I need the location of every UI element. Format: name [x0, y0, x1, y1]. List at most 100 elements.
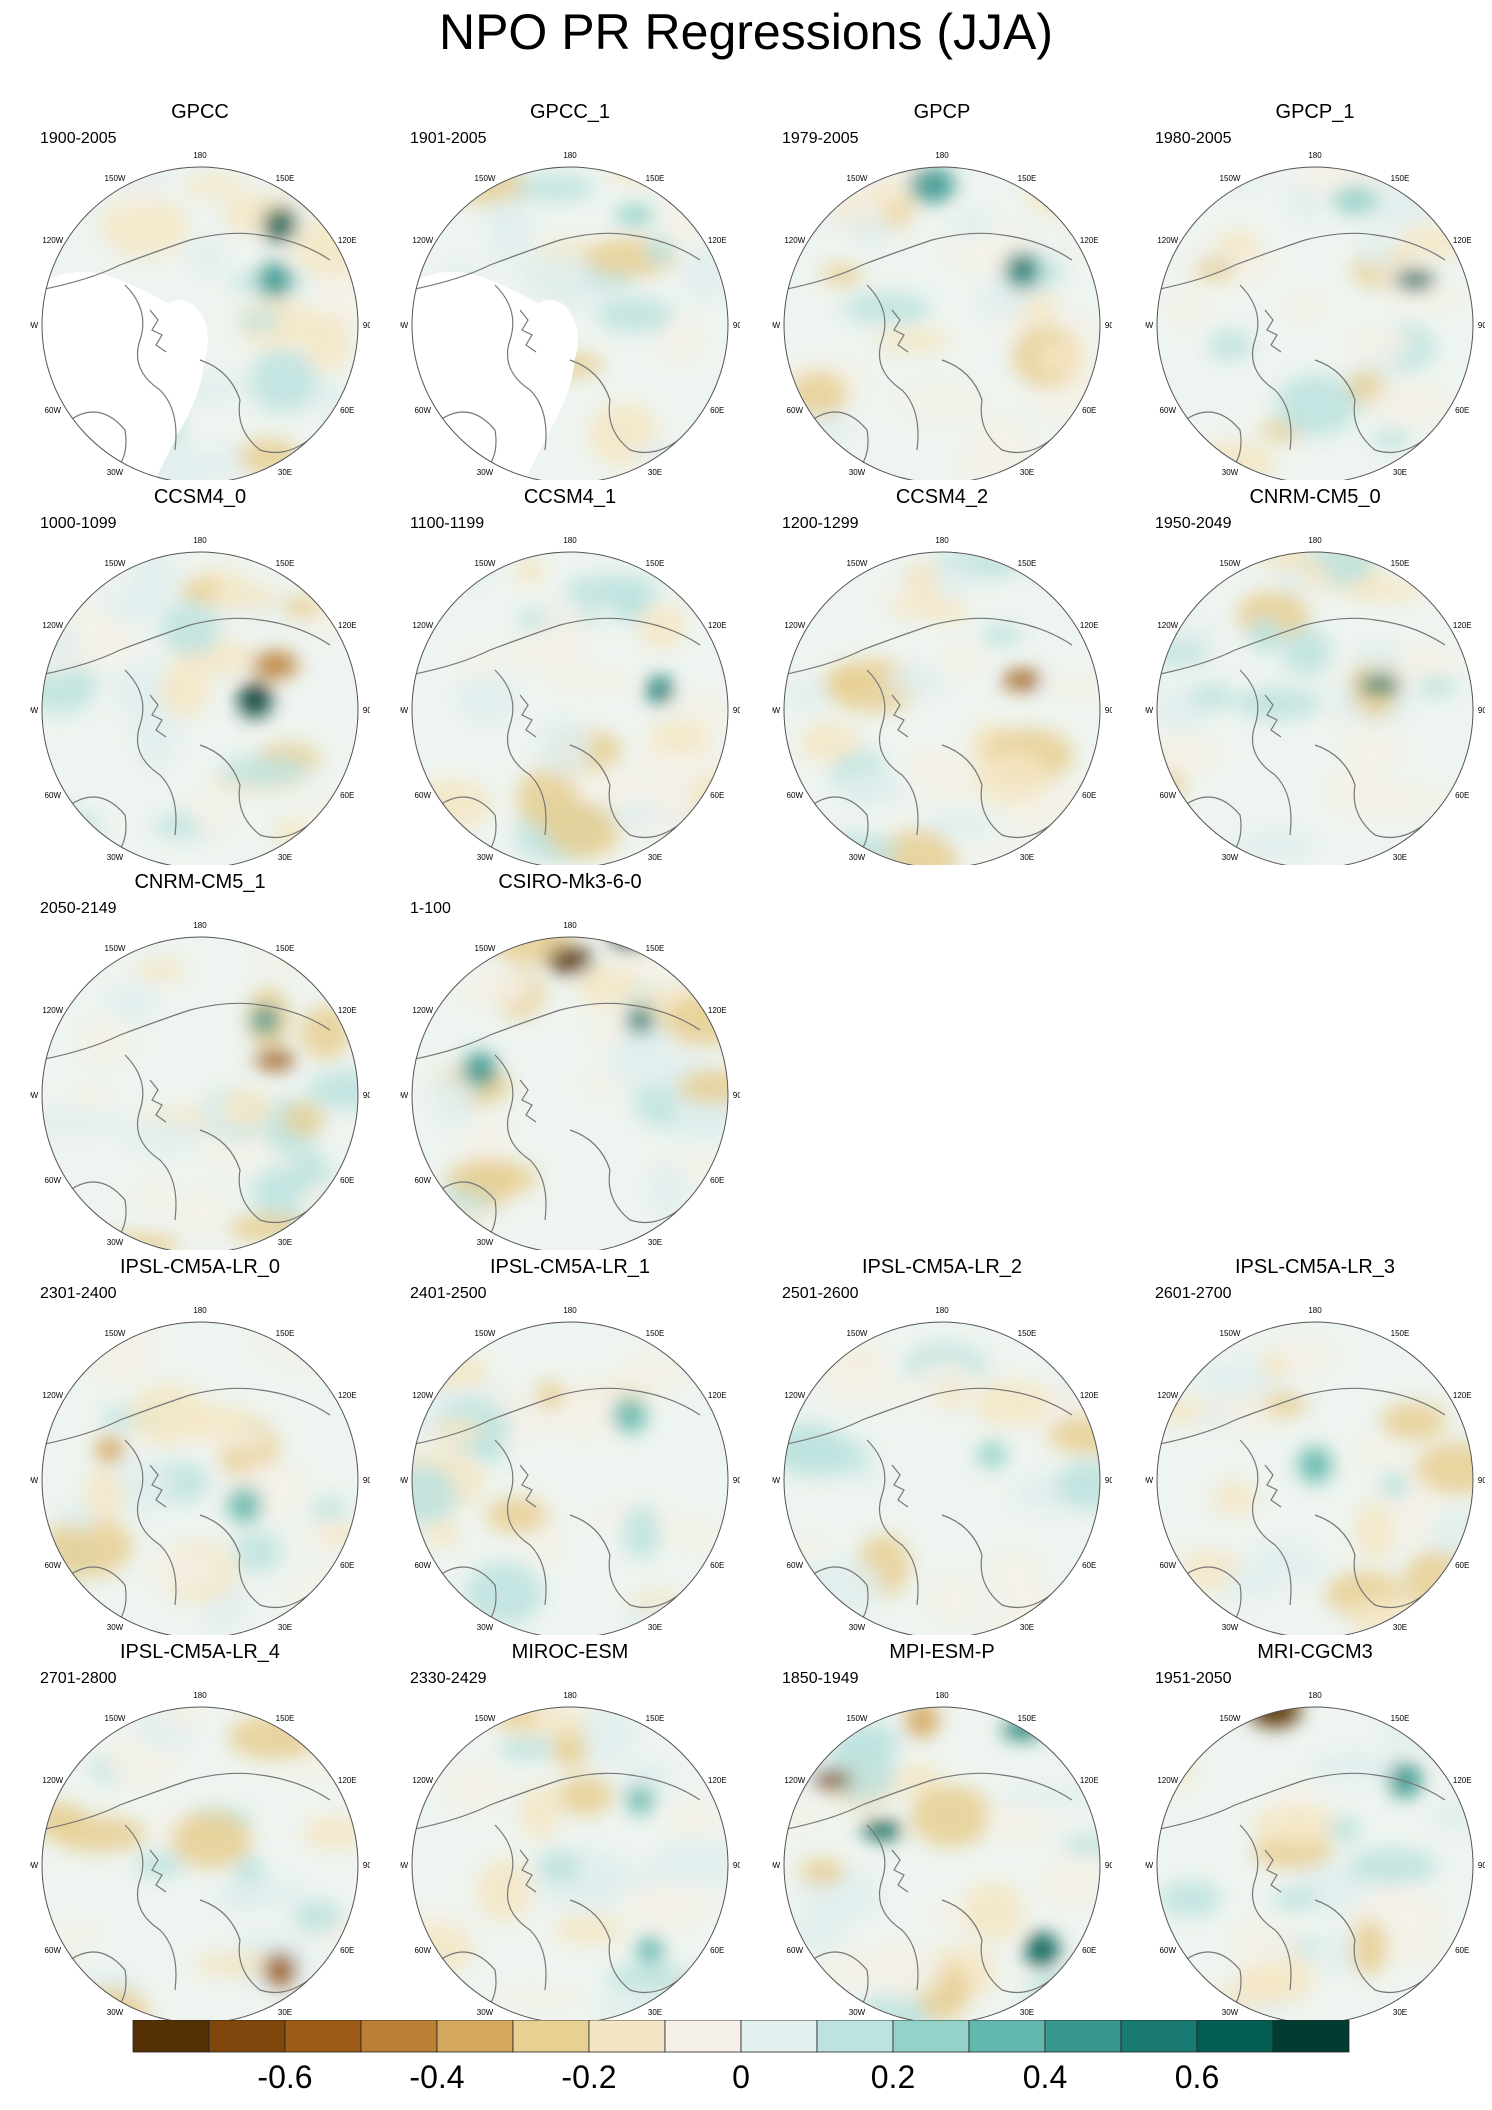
longitude-label: 60W	[415, 1176, 432, 1185]
longitude-label: 60E	[340, 1176, 354, 1185]
colorbar-segment	[664, 2020, 742, 2053]
map-panel: GPCC_11901-2005180150E120E90E60E30E030W6…	[400, 100, 740, 480]
panel-title: MRI-CGCM3	[1257, 1641, 1373, 1663]
longitude-label: 150W	[1220, 1714, 1241, 1723]
longitude-label: 180	[1308, 151, 1322, 160]
colorbar-segment	[360, 2020, 438, 2053]
coastlines	[42, 1772, 331, 2016]
longitude-label: 90E	[733, 1091, 740, 1100]
longitude-label: 120W	[412, 236, 433, 245]
longitude-label: 90W	[30, 1476, 39, 1485]
panel-title: CNRM-CM5_0	[1249, 486, 1381, 508]
polar-map: 180150E120E90E60E30E030W60W90W120W150W	[30, 536, 370, 865]
panel-title: GPCP_1	[1275, 101, 1355, 123]
map-panel: MRI-CGCM31951-2050180150E120E90E60E30E03…	[1145, 1640, 1485, 2020]
polar-map: 180150E120E90E60E30E030W60W90W120W150W	[400, 1691, 740, 2020]
longitude-label: 30E	[648, 1623, 662, 1632]
longitude-label: 120W	[412, 621, 433, 630]
polar-map: 180150E120E90E60E30E030W60W90W120W150W	[1145, 151, 1485, 480]
map-boundary	[411, 551, 729, 865]
map-panel: GPCP1979-2005180150E120E90E60E30E030W60W…	[772, 100, 1112, 480]
longitude-label: 180	[193, 1691, 207, 1700]
longitude-label: 30W	[1222, 853, 1239, 862]
panel-period: 1901-2005	[410, 130, 487, 147]
longitude-label: 120W	[784, 1391, 805, 1400]
panel-period: 1900-2005	[40, 130, 117, 147]
longitude-label: 120E	[1080, 1391, 1099, 1400]
longitude-label: 90W	[400, 1861, 409, 1870]
map-panel: GPCP_11980-2005180150E120E90E60E30E030W6…	[1145, 100, 1485, 480]
longitude-label: 150E	[646, 1714, 665, 1723]
precip-field	[785, 552, 1100, 865]
longitude-label: 120W	[412, 1776, 433, 1785]
longitude-label: 90E	[733, 1861, 740, 1870]
map-panel: MPI-ESM-P1850-1949180150E120E90E60E30E03…	[772, 1640, 1112, 2020]
longitude-label: 90W	[772, 1861, 781, 1870]
longitude-label: 120W	[42, 1776, 63, 1785]
longitude-label: 30W	[107, 1238, 124, 1247]
map-boundary	[783, 551, 1101, 865]
longitude-label: 90E	[733, 1476, 740, 1485]
longitude-label: 180	[563, 921, 577, 930]
longitude-label: 180	[935, 1306, 949, 1315]
map-panel: CNRM-CM5_01950-2049180150E120E90E60E30E0…	[1145, 485, 1485, 865]
longitude-label: 120E	[338, 1006, 357, 1015]
panel-title: IPSL-CM5A-LR_4	[119, 1641, 281, 1663]
colorbar-segment	[1120, 2020, 1198, 2053]
longitude-label: 120E	[708, 236, 727, 245]
longitude-label: 60W	[1160, 1946, 1177, 1955]
longitude-label: 90W	[772, 706, 781, 715]
map-boundary	[1156, 1706, 1474, 2020]
colorbar-segment	[284, 2020, 362, 2053]
longitude-label: 90E	[1478, 1476, 1485, 1485]
longitude-label: 30W	[477, 1623, 494, 1632]
panel-title: CNRM-CM5_1	[134, 871, 266, 893]
longitude-label: 150E	[1018, 1329, 1037, 1338]
longitude-label: 120E	[338, 621, 357, 630]
longitude-label: 180	[1308, 536, 1322, 545]
longitude-label: 150E	[276, 944, 295, 953]
longitude-label: 150E	[276, 174, 295, 183]
longitude-label: 180	[1308, 1691, 1322, 1700]
longitude-label: 180	[1308, 1306, 1322, 1315]
longitude-label: 30W	[107, 853, 124, 862]
longitude-label: 60W	[1160, 406, 1177, 415]
longitude-label: 150W	[1220, 559, 1241, 568]
map-boundary	[41, 1321, 359, 1635]
longitude-label: 30W	[849, 2008, 866, 2017]
longitude-label: 120W	[42, 1391, 63, 1400]
map-boundary	[1156, 1321, 1474, 1635]
coastlines	[784, 1387, 1073, 1631]
map-panel: CCSM4_11100-1199180150E120E90E60E30E030W…	[400, 485, 740, 865]
colorbar-segment	[740, 2020, 818, 2053]
longitude-label: 60W	[415, 1946, 432, 1955]
panel-period: 2301-2400	[40, 1285, 117, 1302]
longitude-label: 120W	[412, 1391, 433, 1400]
longitude-label: 150W	[475, 174, 496, 183]
colorbar-segment	[436, 2020, 514, 2053]
longitude-label: 90W	[30, 1091, 39, 1100]
longitude-label: 120W	[784, 236, 805, 245]
longitude-label: 30W	[477, 468, 494, 477]
longitude-label: 30E	[278, 1623, 292, 1632]
polar-map: 180150E120E90E60E30E030W60W90W120W150W	[400, 151, 740, 480]
colorbar-tick-label: 0.6	[1175, 2059, 1219, 2095]
longitude-label: 60W	[787, 791, 804, 800]
longitude-label: 120W	[1157, 1776, 1178, 1785]
longitude-label: 180	[935, 151, 949, 160]
longitude-label: 60W	[45, 791, 62, 800]
map-boundary	[783, 1706, 1101, 2020]
longitude-label: 90E	[733, 321, 740, 330]
coastlines	[1157, 617, 1446, 861]
map-panel: MIROC-ESM2330-2429180150E120E90E60E30E03…	[400, 1640, 740, 2020]
colorbar-segment	[588, 2020, 666, 2053]
longitude-label: 180	[935, 536, 949, 545]
panel-title: IPSL-CM5A-LR_2	[861, 1256, 1023, 1278]
longitude-label: 90E	[1105, 706, 1112, 715]
longitude-label: 30E	[1020, 468, 1034, 477]
panel-period: 1200-1299	[782, 515, 859, 532]
longitude-label: 60E	[710, 1176, 724, 1185]
longitude-label: 30W	[1222, 2008, 1239, 2017]
